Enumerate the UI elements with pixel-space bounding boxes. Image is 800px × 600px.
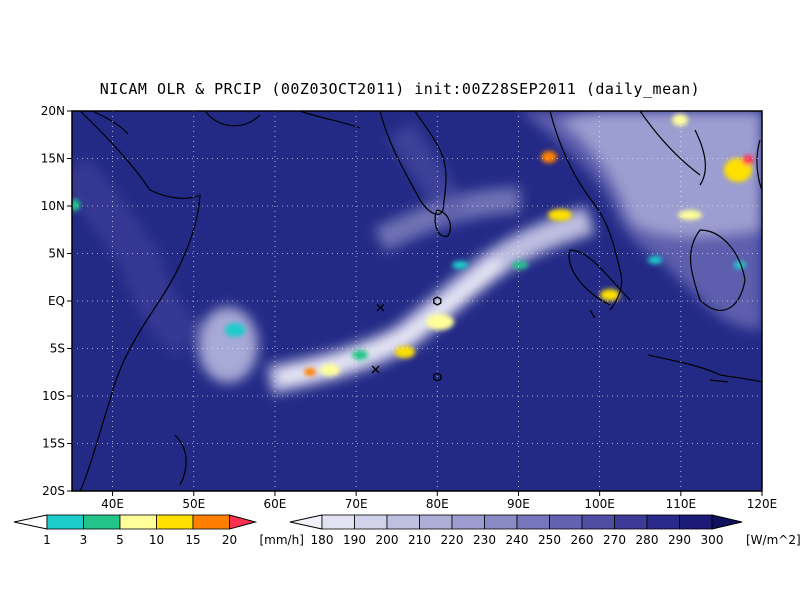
olr-colorbar-segment bbox=[614, 514, 648, 530]
lon-label: 70E bbox=[345, 497, 368, 511]
olr-colorbar-segment bbox=[484, 514, 518, 530]
olr-colorbar-label: 230 bbox=[473, 533, 496, 547]
olr-colorbar-segment bbox=[386, 514, 420, 530]
olr-colorbar-segment bbox=[516, 514, 550, 530]
precip-colorbar-label: 1 bbox=[43, 533, 51, 547]
lon-label: 80E bbox=[426, 497, 449, 511]
olr-colorbar-label: 290 bbox=[668, 533, 691, 547]
precip-patches bbox=[72, 114, 754, 376]
olr-colorbar-segment bbox=[679, 514, 713, 530]
olr-colorbar-segment bbox=[321, 514, 355, 530]
olr-colorbar-segment bbox=[646, 514, 680, 530]
olr-colorbar-segment bbox=[354, 514, 388, 530]
lat-label: 15S bbox=[42, 437, 65, 451]
cross-marker bbox=[376, 303, 385, 312]
lon-label: 40E bbox=[101, 497, 124, 511]
lat-label: EQ bbox=[48, 294, 65, 308]
olr-colorbar-label: 200 bbox=[376, 533, 399, 547]
olr-colorbar: 180 190 200 210 220 230 240 250 260 270 280 290 300 [… bbox=[289, 514, 800, 547]
graticule bbox=[72, 111, 762, 491]
precip-colorbar-segment bbox=[192, 514, 230, 530]
olr-colorbar-segment bbox=[451, 514, 485, 530]
map-markers bbox=[371, 296, 442, 382]
coastlines bbox=[79, 111, 762, 491]
lat-label: 20S bbox=[42, 484, 65, 498]
olr-colorbar-label: 180 bbox=[311, 533, 334, 547]
lat-label: 20N bbox=[41, 104, 65, 118]
precip-colorbar-label: 5 bbox=[116, 533, 124, 547]
lon-label: 90E bbox=[507, 497, 530, 511]
hexagon-marker bbox=[433, 372, 442, 382]
hexagon-marker bbox=[433, 296, 442, 306]
lat-label: 5N bbox=[48, 247, 65, 261]
olr-colorbar-unit: [W/m^2] bbox=[746, 533, 800, 547]
lat-label: 5S bbox=[50, 342, 65, 356]
precip-colorbar-left-arrow bbox=[13, 514, 48, 530]
longitude-labels: 40E 50E 60E 70E 80E 90E 100E 110E 120E bbox=[101, 491, 777, 511]
olr-colorbar-label: 210 bbox=[408, 533, 431, 547]
olr-colorbar-segment bbox=[419, 514, 453, 530]
cloud-shading bbox=[72, 111, 762, 394]
olr-colorbar-label: 190 bbox=[343, 533, 366, 547]
precip-colorbar-label: 20 bbox=[222, 533, 237, 547]
olr-colorbar-label: 270 bbox=[603, 533, 626, 547]
olr-colorbar-segment bbox=[549, 514, 583, 530]
map-title: NICAM OLR & PRCIP (00Z03OCT2011) init:00… bbox=[99, 80, 701, 98]
precip-colorbar: 1 3 5 10 15 20 [mm/h] bbox=[13, 514, 304, 547]
olr-colorbar-label: 280 bbox=[636, 533, 659, 547]
olr-colorbar-label: 220 bbox=[441, 533, 464, 547]
olr-colorbar-label: 300 bbox=[701, 533, 724, 547]
precip-colorbar-segment bbox=[119, 514, 157, 530]
cross-marker bbox=[371, 365, 380, 374]
lat-label: 10N bbox=[41, 199, 65, 213]
latitude-labels: 20N 15N 10N 5N EQ 5S 10S 15S 20S bbox=[41, 104, 72, 498]
lat-label: 15N bbox=[41, 152, 65, 166]
precip-colorbar-segment bbox=[46, 514, 84, 530]
olr-colorbar-right-arrow bbox=[711, 514, 743, 530]
olr-colorbar-label: 260 bbox=[571, 533, 594, 547]
lon-label: 120E bbox=[747, 497, 778, 511]
precip-colorbar-segment bbox=[83, 514, 121, 530]
olr-colorbar-left-arrow bbox=[289, 514, 323, 530]
precip-colorbar-right-arrow bbox=[229, 514, 258, 530]
olr-colorbar-label: 250 bbox=[538, 533, 561, 547]
olr-colorbar-label: 240 bbox=[506, 533, 529, 547]
precip-colorbar-label: 3 bbox=[80, 533, 88, 547]
lon-label: 100E bbox=[584, 497, 615, 511]
precip-colorbar-label: 10 bbox=[149, 533, 164, 547]
precip-colorbar-unit: [mm/h] bbox=[260, 533, 304, 547]
lon-label: 60E bbox=[264, 497, 287, 511]
lon-label: 50E bbox=[182, 497, 205, 511]
precip-colorbar-segment bbox=[156, 514, 194, 530]
olr-colorbar-segment bbox=[581, 514, 615, 530]
lat-label: 10S bbox=[42, 389, 65, 403]
lon-label: 110E bbox=[666, 497, 697, 511]
precip-colorbar-label: 15 bbox=[185, 533, 200, 547]
olr-field bbox=[72, 111, 762, 491]
